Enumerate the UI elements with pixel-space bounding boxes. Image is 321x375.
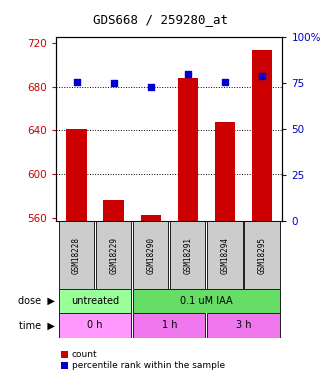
Bar	[252, 50, 272, 221]
Bar	[141, 214, 161, 221]
Point	[185, 71, 190, 77]
Bar	[215, 122, 235, 221]
Bar	[170, 221, 205, 289]
Point	[259, 73, 265, 79]
Text: GSM18290: GSM18290	[146, 237, 155, 273]
Bar	[207, 313, 280, 338]
Bar	[96, 221, 131, 289]
Text: GSM18295: GSM18295	[257, 237, 266, 273]
Bar	[133, 289, 280, 313]
Text: dose  ▶: dose ▶	[18, 296, 55, 306]
Bar	[59, 313, 131, 338]
Legend: count, percentile rank within the sample: count, percentile rank within the sample	[61, 350, 225, 370]
Text: untreated: untreated	[71, 296, 119, 306]
Point	[111, 80, 116, 86]
Text: GSM18294: GSM18294	[221, 237, 230, 273]
Text: GSM18228: GSM18228	[72, 237, 81, 273]
Bar	[207, 221, 243, 289]
Bar	[178, 78, 198, 221]
Point	[74, 79, 79, 85]
Bar	[245, 221, 280, 289]
Text: GDS668 / 259280_at: GDS668 / 259280_at	[93, 13, 228, 26]
Bar	[59, 221, 94, 289]
Point	[222, 79, 228, 85]
Bar	[59, 289, 131, 313]
Text: 3 h: 3 h	[236, 320, 251, 330]
Text: 0.1 uM IAA: 0.1 uM IAA	[180, 296, 233, 306]
Bar	[133, 221, 169, 289]
Bar	[66, 129, 87, 221]
Bar	[133, 313, 205, 338]
Text: 1 h: 1 h	[161, 320, 177, 330]
Text: 0 h: 0 h	[87, 320, 103, 330]
Text: time  ▶: time ▶	[19, 320, 55, 330]
Point	[148, 84, 153, 90]
Text: GSM18229: GSM18229	[109, 237, 118, 273]
Text: GSM18291: GSM18291	[183, 237, 192, 273]
Bar	[103, 201, 124, 221]
